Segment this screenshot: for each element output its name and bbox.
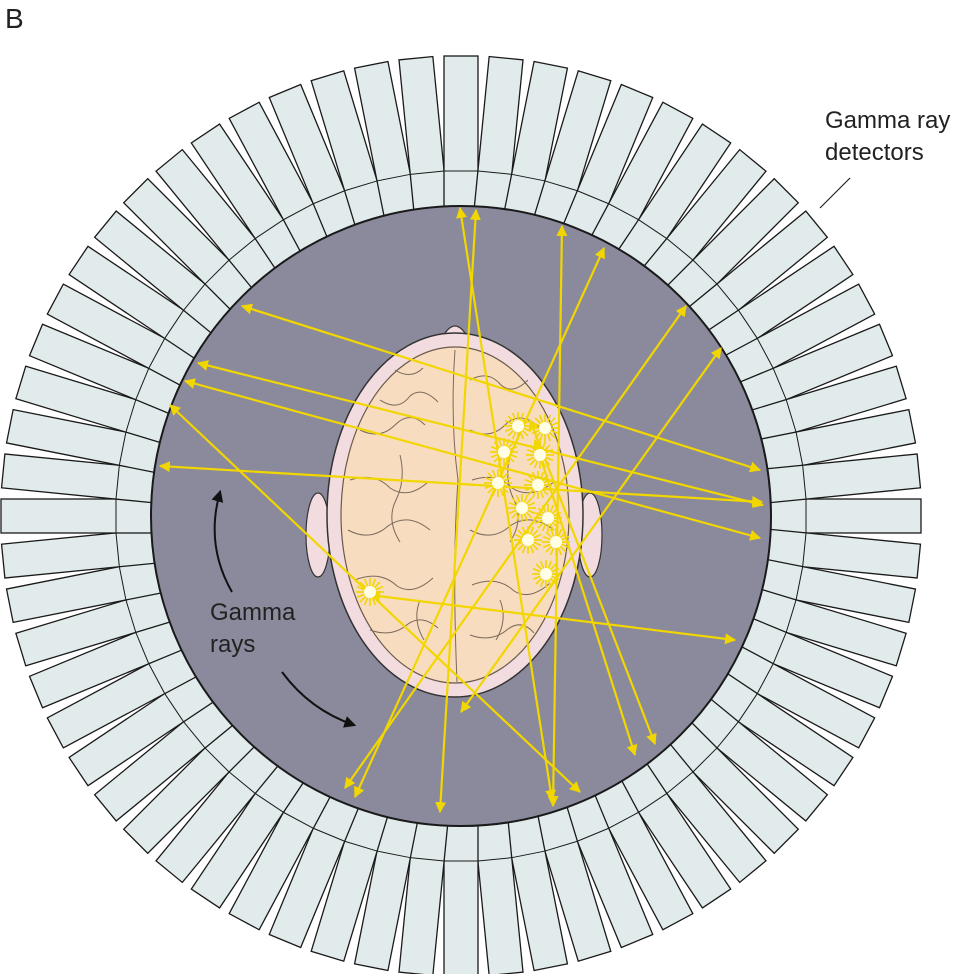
curved-arrow-icon: [281, 671, 357, 728]
annihilation-burst-icon: [504, 412, 532, 440]
detector-block: [443, 821, 479, 974]
annihilation-events: [356, 412, 570, 606]
annihilation-burst-icon: [532, 560, 560, 588]
annihilation-burst-icon: [526, 441, 554, 469]
gamma-ray-lines: [158, 206, 765, 814]
detector-label-line1: Gamma ray: [825, 107, 950, 134]
detector-block: [0, 498, 156, 534]
annihilation-burst-icon: [484, 469, 512, 497]
gamma-ray: [532, 438, 638, 757]
rays-label-line2: rays: [210, 631, 255, 658]
detector-block: [398, 818, 449, 974]
rays-label-line1: Gamma: [210, 599, 296, 626]
annihilation-burst-icon: [534, 504, 562, 532]
detector-block: [443, 55, 479, 211]
detector-label-pointer: [819, 177, 851, 209]
annihilation-burst-icon: [531, 414, 559, 442]
annihilation-burst-icon: [514, 526, 542, 554]
panel-label: B: [5, 3, 24, 34]
annihilation-burst-icon: [490, 438, 518, 466]
annihilation-burst-icon: [524, 471, 552, 499]
gamma-ray-detector-ring: [0, 55, 922, 974]
annihilation-burst-icon: [508, 494, 536, 522]
detector-block: [398, 55, 449, 214]
annihilation-burst-icon: [542, 528, 570, 556]
left-ear: [305, 492, 331, 578]
annihilation-burst-icon: [356, 578, 384, 606]
gamma-ray: [158, 461, 764, 507]
detector-label-line2: detectors: [825, 139, 924, 166]
detector-block: [766, 498, 922, 534]
curved-arrow-icon: [211, 489, 233, 593]
